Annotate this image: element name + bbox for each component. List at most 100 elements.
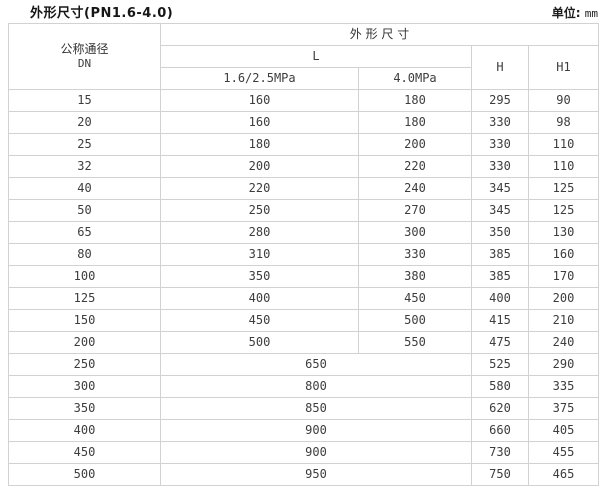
cell-h1: 210 bbox=[527, 309, 600, 332]
cell-l-16-25mpa: 280 bbox=[160, 221, 359, 244]
cell-h: 345 bbox=[471, 177, 529, 200]
cell-dn: 40 bbox=[8, 177, 161, 200]
cell-h: 350 bbox=[471, 221, 529, 244]
cell-h1: 90 bbox=[527, 89, 600, 112]
table-body: 15 160 180 295 90 20 160 180 330 98 25 1… bbox=[8, 89, 600, 486]
cell-h1: 465 bbox=[527, 463, 600, 486]
table-row: 125 400 450 400 200 bbox=[8, 287, 600, 310]
cell-l-16-25mpa: 350 bbox=[160, 265, 359, 288]
cell-h1: 170 bbox=[527, 265, 600, 288]
cell-h1: 405 bbox=[527, 419, 600, 442]
dimensions-table: 公称通径 DN 外 形 尺 寸 L H H1 1.6/2.5MPa 4.0MPa… bbox=[8, 23, 600, 486]
table-row: 40 220 240 345 125 bbox=[8, 177, 600, 200]
cell-l-16-25mpa: 310 bbox=[160, 243, 359, 266]
cell-l-40mpa: 330 bbox=[358, 243, 472, 266]
cell-h: 415 bbox=[471, 309, 529, 332]
cell-h1: 375 bbox=[527, 397, 600, 420]
table-row: 400 900 660 405 bbox=[8, 419, 600, 442]
dn-sub-label: DN bbox=[77, 56, 92, 70]
cell-h: 385 bbox=[471, 265, 529, 288]
table-row: 100 350 380 385 170 bbox=[8, 265, 600, 288]
cell-l-merged: 800 bbox=[160, 375, 472, 398]
cell-h1: 130 bbox=[527, 221, 600, 244]
cell-h: 385 bbox=[471, 243, 529, 266]
cell-l-40mpa: 240 bbox=[358, 177, 472, 200]
table-row: 150 450 500 415 210 bbox=[8, 309, 600, 332]
table-row: 500 950 750 465 bbox=[8, 463, 600, 486]
column-header-l: L bbox=[160, 45, 472, 68]
cell-h: 660 bbox=[471, 419, 529, 442]
cell-h: 620 bbox=[471, 397, 529, 420]
cell-dn: 25 bbox=[8, 133, 161, 156]
cell-dn: 65 bbox=[8, 221, 161, 244]
cell-dn: 100 bbox=[8, 265, 161, 288]
column-header-h: H bbox=[471, 45, 529, 90]
table-row: 200 500 550 475 240 bbox=[8, 331, 600, 354]
column-header-dn: 公称通径 DN bbox=[8, 23, 161, 90]
cell-l-40mpa: 180 bbox=[358, 111, 472, 134]
cell-dn: 250 bbox=[8, 353, 161, 376]
cell-l-40mpa: 500 bbox=[358, 309, 472, 332]
cell-h1: 160 bbox=[527, 243, 600, 266]
column-header-l-40mpa: 4.0MPa bbox=[358, 67, 472, 90]
column-header-h1: H1 bbox=[527, 45, 600, 90]
cell-l-40mpa: 270 bbox=[358, 199, 472, 222]
cell-h: 525 bbox=[471, 353, 529, 376]
header-row-1: 公称通径 DN 外 形 尺 寸 bbox=[8, 23, 600, 90]
page-title: 外形尺寸(PN1.6-4.0) bbox=[30, 6, 174, 21]
cell-h: 330 bbox=[471, 111, 529, 134]
unit-value: mm bbox=[584, 7, 598, 20]
column-header-l-16-25mpa: 1.6/2.5MPa bbox=[160, 67, 359, 90]
cell-l-16-25mpa: 200 bbox=[160, 155, 359, 178]
unit-note: 单位: mm bbox=[552, 4, 598, 21]
cell-l-16-25mpa: 160 bbox=[160, 89, 359, 112]
cell-l-40mpa: 220 bbox=[358, 155, 472, 178]
table-row: 300 800 580 335 bbox=[8, 375, 600, 398]
cell-h1: 110 bbox=[527, 155, 600, 178]
cell-h1: 200 bbox=[527, 287, 600, 310]
cell-dn: 400 bbox=[8, 419, 161, 442]
cell-h1: 335 bbox=[527, 375, 600, 398]
table-row: 50 250 270 345 125 bbox=[8, 199, 600, 222]
cell-l-16-25mpa: 250 bbox=[160, 199, 359, 222]
cell-h1: 125 bbox=[527, 199, 600, 222]
dn-label: 公称通径 bbox=[60, 41, 109, 56]
table-row: 450 900 730 455 bbox=[8, 441, 600, 464]
cell-dn: 200 bbox=[8, 331, 161, 354]
cell-l-merged: 850 bbox=[160, 397, 472, 420]
cell-h: 580 bbox=[471, 375, 529, 398]
cell-l-40mpa: 380 bbox=[358, 265, 472, 288]
cell-h1: 290 bbox=[527, 353, 600, 376]
cell-l-16-25mpa: 450 bbox=[160, 309, 359, 332]
cell-dn: 15 bbox=[8, 89, 161, 112]
column-group-header-dimensions: 外 形 尺 寸 bbox=[159, 23, 600, 46]
table-row: 80 310 330 385 160 bbox=[8, 243, 600, 266]
cell-l-40mpa: 200 bbox=[358, 133, 472, 156]
cell-dn: 20 bbox=[8, 111, 161, 134]
cell-l-merged: 900 bbox=[160, 419, 472, 442]
cell-h: 295 bbox=[471, 89, 529, 112]
cell-l-16-25mpa: 400 bbox=[160, 287, 359, 310]
cell-dn: 80 bbox=[8, 243, 161, 266]
cell-dn: 125 bbox=[8, 287, 161, 310]
table-row: 15 160 180 295 90 bbox=[8, 89, 600, 112]
cell-dn: 350 bbox=[8, 397, 161, 420]
cell-l-16-25mpa: 500 bbox=[160, 331, 359, 354]
cell-dn: 32 bbox=[8, 155, 161, 178]
cell-dn: 500 bbox=[8, 463, 161, 486]
cell-h: 475 bbox=[471, 331, 529, 354]
header-row-3: 1.6/2.5MPa 4.0MPa bbox=[9, 67, 599, 90]
cell-l-16-25mpa: 220 bbox=[160, 177, 359, 200]
table-row: 25 180 200 330 110 bbox=[8, 133, 600, 156]
header-row-2: L H H1 bbox=[9, 45, 600, 90]
cell-l-16-25mpa: 160 bbox=[160, 111, 359, 134]
cell-dn: 150 bbox=[8, 309, 161, 332]
cell-h1: 98 bbox=[527, 111, 600, 134]
table-row: 350 850 620 375 bbox=[8, 397, 600, 420]
cell-h: 330 bbox=[471, 155, 529, 178]
cell-l-40mpa: 550 bbox=[358, 331, 472, 354]
cell-h1: 455 bbox=[527, 441, 600, 464]
unit-label: 单位: bbox=[551, 6, 581, 20]
cell-l-merged: 650 bbox=[160, 353, 472, 376]
cell-dn: 300 bbox=[8, 375, 161, 398]
